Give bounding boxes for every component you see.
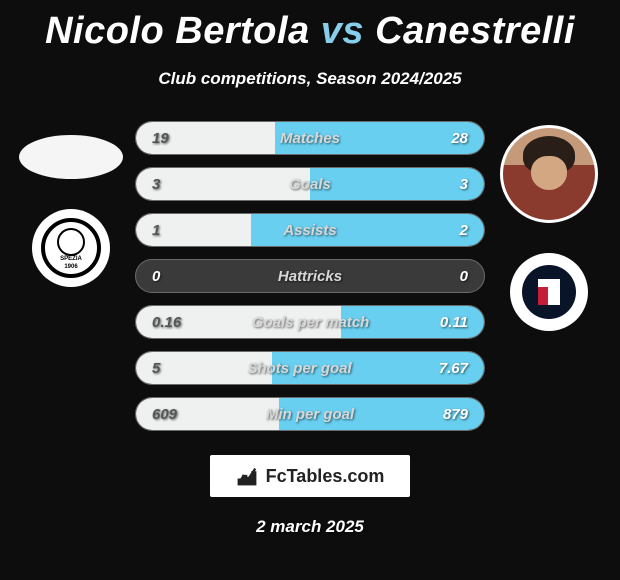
stat-label: Goals — [289, 176, 331, 193]
stat-value-right: 7.67 — [439, 360, 468, 377]
pisa-cross-icon — [538, 279, 560, 305]
branding-badge: FcTables.com — [210, 455, 411, 497]
main-content: SPEZIA 1906 19 Matches 28 3 Goals 3 1 Assists 2 0… — [0, 121, 620, 431]
stat-value-left: 609 — [152, 406, 177, 423]
right-column — [489, 125, 609, 331]
date-label: 2 march 2025 — [256, 517, 364, 537]
stat-value-left: 19 — [152, 130, 169, 147]
stat-value-right: 879 — [443, 406, 468, 423]
stat-label: Hattricks — [278, 268, 342, 285]
branding-text: FcTables.com — [266, 466, 385, 487]
stat-fill-right — [310, 168, 484, 200]
stat-value-left: 5 — [152, 360, 160, 377]
title-vs: vs — [321, 10, 364, 52]
stat-label: Goals per match — [252, 314, 370, 331]
stat-value-right: 0 — [460, 268, 468, 285]
player1-silhouette — [19, 135, 123, 179]
stat-bar: 0.16 Goals per match 0.11 — [135, 305, 485, 339]
stat-value-right: 3 — [460, 176, 468, 193]
stat-value-left: 3 — [152, 176, 160, 193]
stat-value-right: 0.11 — [440, 314, 468, 331]
subtitle: Club competitions, Season 2024/2025 — [0, 69, 620, 89]
stat-value-left: 0.16 — [152, 314, 181, 331]
stat-label: Min per goal — [266, 406, 354, 423]
stats-column: 19 Matches 28 3 Goals 3 1 Assists 2 0 Hattricks 0 0.… — [135, 121, 485, 431]
stat-value-left: 0 — [152, 268, 160, 285]
stat-label: Shots per goal — [247, 360, 351, 377]
stat-bar: 5 Shots per goal 7.67 — [135, 351, 485, 385]
stat-label: Assists — [283, 222, 336, 239]
stat-bar: 19 Matches 28 — [135, 121, 485, 155]
stat-bar: 1 Assists 2 — [135, 213, 485, 247]
stat-bar: 3 Goals 3 — [135, 167, 485, 201]
title-player1: Nicolo Bertola — [45, 10, 310, 52]
stat-bar: 609 Min per goal 879 — [135, 397, 485, 431]
stat-value-right: 2 — [460, 222, 468, 239]
stat-label: Matches — [280, 130, 340, 147]
stat-fill-left — [136, 168, 310, 200]
stat-bar: 0 Hattricks 0 — [135, 259, 485, 293]
title-player2: Canestrelli — [375, 10, 575, 52]
player1-club-badge: SPEZIA 1906 — [32, 209, 110, 287]
footer: FcTables.com 2 march 2025 — [0, 455, 620, 537]
left-column: SPEZIA 1906 — [11, 135, 131, 287]
player2-photo — [500, 125, 598, 223]
chart-icon — [236, 465, 258, 487]
spezia-badge-icon: SPEZIA 1906 — [41, 218, 101, 278]
stat-value-right: 28 — [451, 130, 468, 147]
stat-value-left: 1 — [152, 222, 160, 239]
player2-club-badge — [510, 253, 588, 331]
pisa-badge-icon — [522, 265, 576, 319]
page-title: Nicolo Bertola vs Canestrelli — [0, 0, 620, 53]
